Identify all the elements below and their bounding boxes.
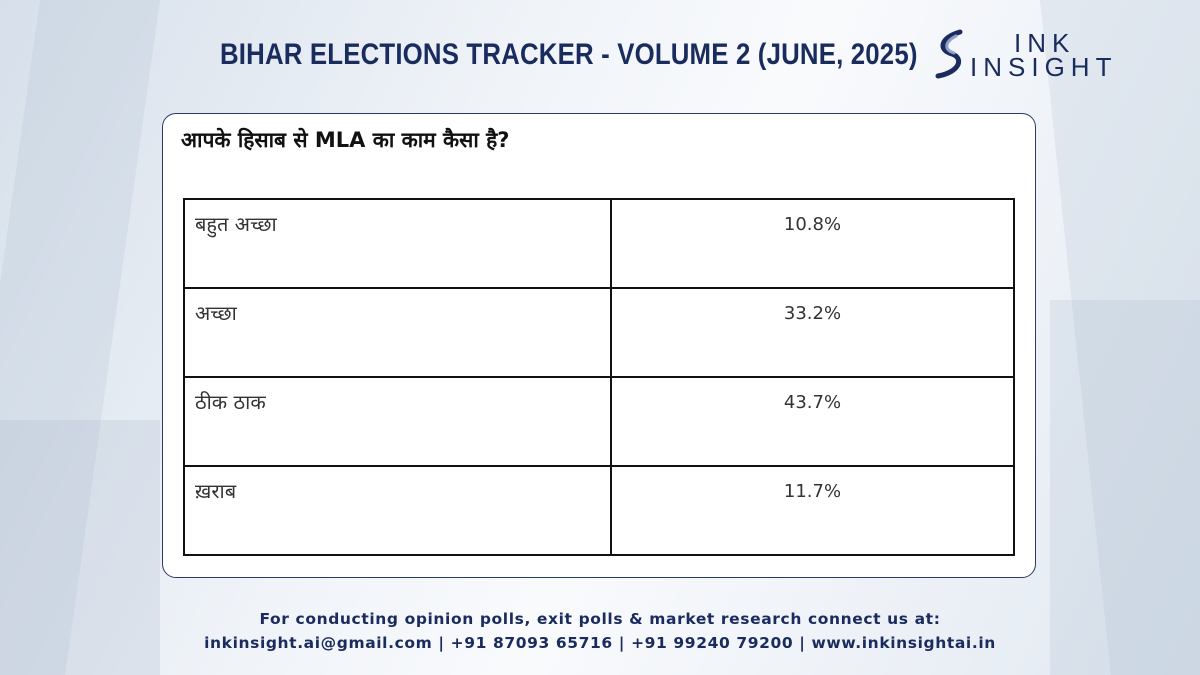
row-label: अच्छा bbox=[183, 287, 612, 378]
row-label: बहुत अच्छा bbox=[183, 198, 612, 289]
table-row: बहुत अच्छा 10.8% bbox=[183, 198, 1015, 289]
row-value: 11.7% bbox=[610, 465, 1015, 556]
row-label: ठीक ठाक bbox=[183, 376, 612, 467]
footer-contact-details: inkinsight.ai@gmail.com | +91 87093 6571… bbox=[204, 634, 996, 652]
table-row: ठीक ठाक 43.7% bbox=[183, 376, 1015, 467]
ink-swoosh-icon bbox=[935, 29, 963, 79]
footer-contact-intro: For conducting opinion polls, exit polls… bbox=[259, 610, 941, 628]
poll-question: आपके हिसाब से MLA का काम कैसा है? bbox=[181, 128, 510, 152]
poll-card: आपके हिसाब से MLA का काम कैसा है? बहुत अ… bbox=[162, 113, 1036, 578]
table-row: अच्छा 33.2% bbox=[183, 287, 1015, 378]
table-row: ख़राब 11.7% bbox=[183, 465, 1015, 556]
row-value: 33.2% bbox=[610, 287, 1015, 378]
page-title: BIHAR ELECTIONS TRACKER - VOLUME 2 (JUNE… bbox=[220, 38, 918, 71]
row-label: ख़राब bbox=[183, 465, 612, 556]
poll-table: बहुत अच्छा 10.8% अच्छा 33.2% ठीक ठाक 43.… bbox=[183, 198, 1015, 556]
logo-text-insight: INSIGHT bbox=[970, 52, 1118, 82]
logo-text-ink: INK bbox=[1014, 28, 1076, 58]
ink-insight-logo: INK INSIGHT bbox=[930, 28, 1140, 82]
row-value: 10.8% bbox=[610, 198, 1015, 289]
row-value: 43.7% bbox=[610, 376, 1015, 467]
